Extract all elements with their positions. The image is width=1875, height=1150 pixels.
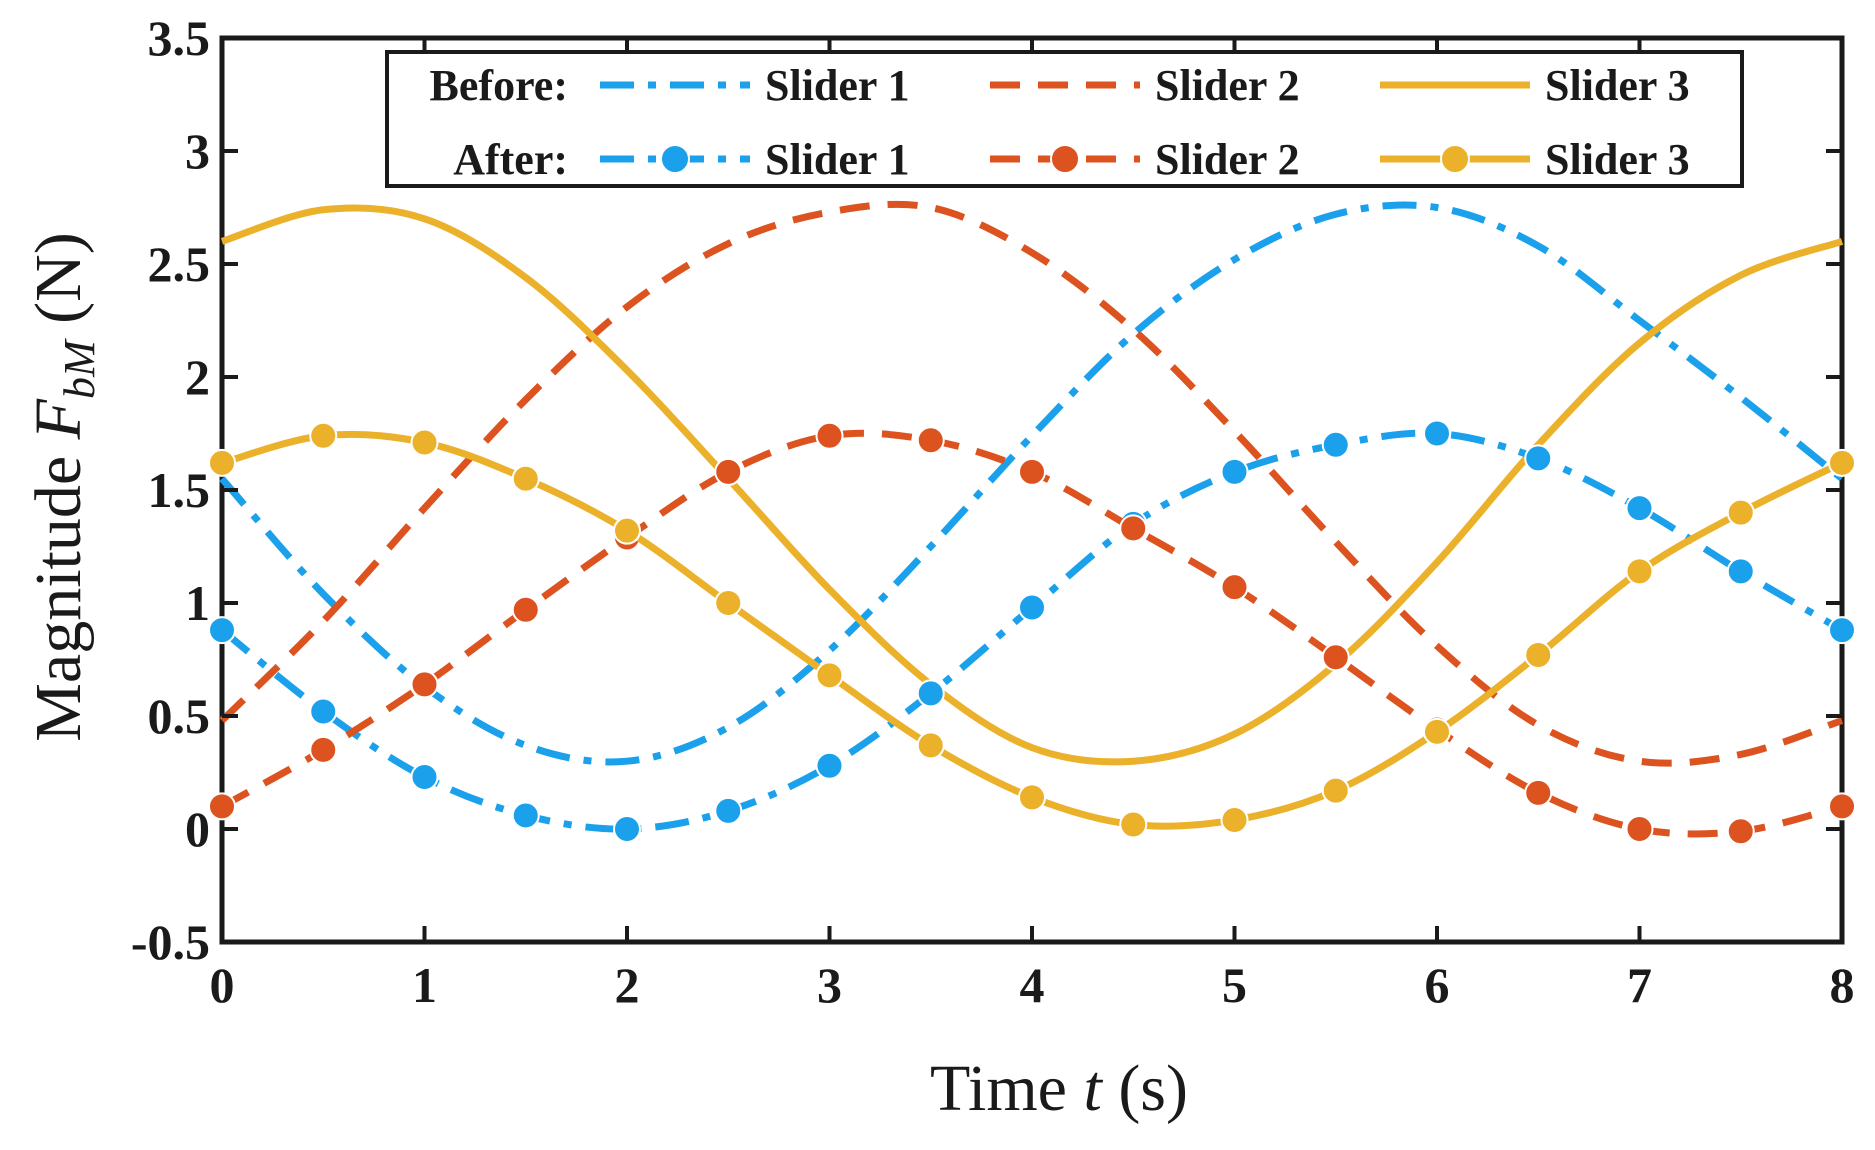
y-tick-label: 2.5 [148, 236, 211, 292]
data-point [815, 661, 844, 690]
data-point [815, 421, 844, 450]
y-tick-label: 0 [185, 801, 210, 857]
data-point [916, 731, 945, 760]
data-point [1828, 616, 1856, 645]
legend-entry-label: Slider 3 [1545, 135, 1690, 184]
y-tick-label: 1.5 [148, 462, 211, 518]
data-point [1018, 783, 1046, 812]
data-point [1625, 557, 1654, 586]
y-axis-title: Magnitude FbM (N) [22, 232, 104, 742]
y-tick-label: 2 [185, 349, 210, 405]
legend-row-label: After: [453, 135, 568, 184]
legend-entry-label: Slider 2 [1155, 61, 1300, 110]
legend-items: Before: Slider 1 Slider 2 Slider 3 After: Sli… [430, 61, 1690, 184]
x-tick-label: 6 [1425, 957, 1450, 1013]
data-point [208, 792, 236, 821]
data-point [1018, 457, 1046, 486]
y-tick-label: 1 [185, 575, 210, 631]
legend-row-label: Before: [430, 61, 568, 110]
data-point [1524, 640, 1553, 669]
x-tick-label: 1 [412, 957, 437, 1013]
data-point [208, 616, 236, 645]
ticks-layer: 0 1 2 3 4 5 6 7 8-0.500.511.522.533.5 [131, 10, 1855, 1013]
legend-entry-label: Slider 2 [1155, 135, 1300, 184]
y-tick-label: 3 [185, 123, 210, 179]
x-tick-label: 0 [210, 957, 235, 1013]
x-tick-label: 8 [1830, 957, 1855, 1013]
x-tick-label: 4 [1020, 957, 1045, 1013]
y-tick-label: -0.5 [131, 914, 210, 970]
legend: Before: Slider 1 Slider 2 Slider 3 After: Sli… [385, 50, 1744, 188]
data-point [1524, 778, 1553, 807]
data-point [916, 679, 945, 708]
legend-entry-label: Slider 1 [765, 61, 910, 110]
data-point [1018, 593, 1046, 622]
data-point [309, 421, 338, 450]
data-point [916, 426, 945, 455]
x-tick-label: 7 [1627, 957, 1652, 1013]
data-point [1423, 419, 1451, 448]
data-point [1726, 557, 1755, 586]
data-point [1828, 792, 1856, 821]
data-point [613, 516, 641, 545]
data-point [714, 589, 743, 617]
x-tick-label: 5 [1222, 957, 1247, 1013]
data-point [1524, 444, 1553, 473]
data-point [511, 801, 540, 830]
series-line [219, 201, 1845, 766]
data-point [309, 735, 338, 764]
x-axis-title: Time t (s) [930, 1052, 1188, 1125]
data-point [815, 751, 844, 780]
series-3 [220, 204, 1844, 766]
legend-swatch-marker [660, 144, 690, 174]
series-4 [208, 419, 1856, 843]
data-point [714, 796, 743, 825]
data-point [1321, 776, 1350, 805]
y-tick-label: 0.5 [148, 688, 211, 744]
data-point [208, 448, 236, 477]
data-point [410, 763, 439, 792]
data-point [1119, 810, 1148, 839]
series-line [220, 204, 1844, 766]
series-6 [208, 421, 1856, 839]
data-point [613, 815, 641, 843]
data-point [1220, 805, 1249, 834]
data-point [1220, 573, 1249, 602]
x-tick-label: 3 [817, 957, 842, 1013]
data-point [1423, 717, 1451, 746]
x-tick-label: 2 [615, 957, 640, 1013]
data-point [1726, 498, 1755, 527]
data-point [410, 670, 439, 699]
series-2 [219, 200, 1844, 767]
legend-entry-label: Slider 3 [1545, 61, 1690, 110]
plot-area: 0 1 2 3 4 5 6 7 8-0.500.511.522.533.5 [131, 10, 1856, 1013]
data-point [1220, 457, 1249, 486]
data-point [1321, 643, 1350, 672]
data-point [309, 697, 338, 726]
y-tick-label: 3.5 [148, 10, 211, 66]
data-point [511, 464, 540, 493]
series-line [219, 200, 1844, 767]
data-point [1726, 817, 1755, 846]
legend-entry-label: Slider 1 [765, 135, 910, 184]
data-point [1119, 514, 1148, 543]
data-point [1625, 815, 1654, 843]
data-point [1625, 494, 1654, 523]
data-point [1828, 448, 1856, 477]
series-layer [208, 200, 1856, 846]
legend-swatch-marker [1440, 144, 1470, 174]
series-1 [219, 201, 1845, 766]
data-point [511, 595, 540, 624]
data-point [410, 428, 439, 457]
legend-swatch-marker [1050, 144, 1080, 174]
data-point [714, 457, 743, 486]
data-point [1321, 430, 1350, 459]
